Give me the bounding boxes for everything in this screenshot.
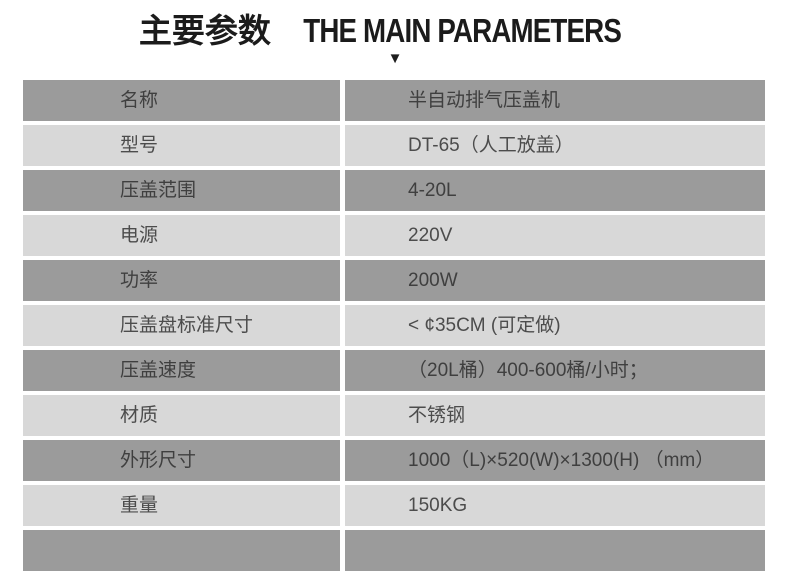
row-value: DT-65（人工放盖） <box>345 125 765 166</box>
table-row: 名称 半自动排气压盖机 <box>23 80 765 121</box>
parameters-table: 名称 半自动排气压盖机 型号 DT-65（人工放盖） 压盖范围 4-20L 电源… <box>23 80 765 571</box>
table-row: 外形尺寸 1000（L)×520(W)×1300(H) （mm） <box>23 440 765 481</box>
table-row: 压盖范围 4-20L <box>23 170 765 211</box>
table-row: 功率 200W <box>23 260 765 301</box>
page-title-en: THE MAIN PARAMETERS <box>303 12 622 49</box>
row-label: 压盖盘标准尺寸 <box>23 305 340 346</box>
row-value <box>345 530 765 571</box>
row-value: （20L桶）400-600桶/小时； <box>345 350 765 391</box>
row-value: 4-20L <box>345 170 765 211</box>
down-triangle-icon: ▼ <box>387 50 403 67</box>
row-value: 200W <box>345 260 765 301</box>
row-label: 材质 <box>23 395 340 436</box>
row-label: 外形尺寸 <box>23 440 340 481</box>
row-value: < ¢35CM (可定做) <box>345 305 765 346</box>
table-row: 电源 220V <box>23 215 765 256</box>
row-label <box>23 530 340 571</box>
page-title-cn: 主要参数 <box>138 12 271 49</box>
row-label: 型号 <box>23 125 340 166</box>
row-label: 压盖范围 <box>23 170 340 211</box>
page-title: 主要参数 THE MAIN PARAMETERS <box>0 12 790 50</box>
table-row: 重量 150KG <box>23 485 765 526</box>
table-row: 压盖盘标准尺寸 < ¢35CM (可定做) <box>23 305 765 346</box>
row-label: 功率 <box>23 260 340 301</box>
row-value: 150KG <box>345 485 765 526</box>
row-label: 重量 <box>23 485 340 526</box>
row-value: 不锈钢 <box>345 395 765 436</box>
row-value: 1000（L)×520(W)×1300(H) （mm） <box>345 440 765 481</box>
row-label: 电源 <box>23 215 340 256</box>
row-value: 半自动排气压盖机 <box>345 80 765 121</box>
row-label: 压盖速度 <box>23 350 340 391</box>
row-value: 220V <box>345 215 765 256</box>
table-row: 型号 DT-65（人工放盖） <box>23 125 765 166</box>
table-row: 材质 不锈钢 <box>23 395 765 436</box>
header: 主要参数 THE MAIN PARAMETERS ▼ <box>0 0 790 80</box>
table-row: 压盖速度 （20L桶）400-600桶/小时； <box>23 350 765 391</box>
row-label: 名称 <box>23 80 340 121</box>
table-row-partial <box>23 530 765 571</box>
